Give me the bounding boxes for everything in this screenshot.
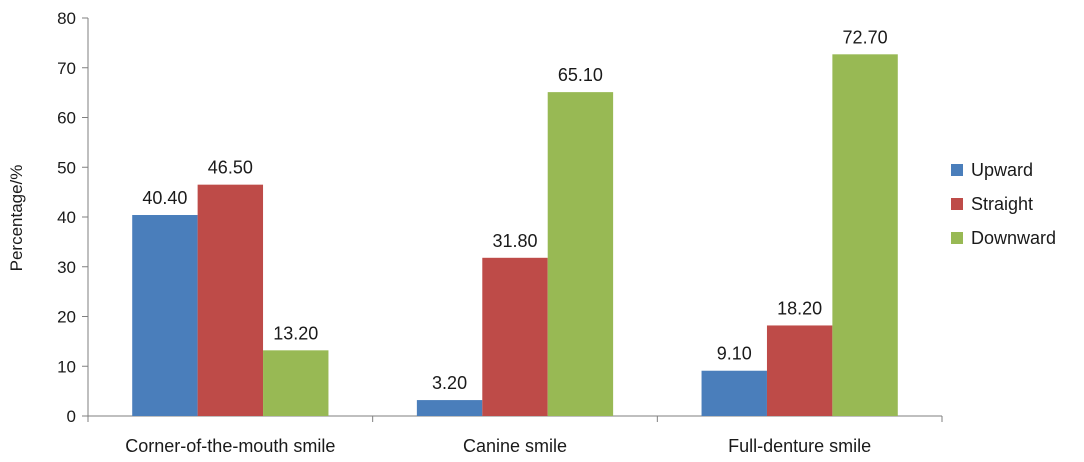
data-label: 40.40 [142,188,187,208]
bar-upward [701,370,767,416]
legend-label-straight: Straight [971,194,1033,214]
data-labels: 40.40 3.20 9.10 46.50 31.80 18.20 13.20 65.10 72… [142,27,887,393]
data-label: 46.50 [208,158,253,178]
bar-straight [197,184,264,416]
bar-upward [416,400,483,416]
data-label: 18.20 [777,298,822,318]
bar-upward [132,215,198,416]
y-axis-title: Percentage/% [7,165,26,272]
y-tick-label: 0 [67,407,76,426]
y-tick-label: 50 [57,158,76,177]
legend-label-upward: Upward [971,160,1033,180]
bar-straight [766,325,833,416]
y-tick-label: 70 [57,59,76,78]
x-category-label: Full-denture smile [728,436,871,456]
x-category-label: Canine smile [463,436,567,456]
data-label: 13.20 [273,323,318,343]
y-tick-label: 60 [57,109,76,128]
data-label: 3.20 [432,373,467,393]
y-tick-label: 30 [57,258,76,277]
bar-downward [832,54,898,416]
data-label: 31.80 [492,231,537,251]
bar-downward [263,350,329,416]
x-category-label: Corner-of-the-mouth smile [125,436,335,456]
legend-swatch-straight [951,198,963,210]
bars [132,54,898,416]
y-axis: 0 10 20 30 40 50 60 70 80 [57,9,89,426]
data-label: 9.10 [717,344,752,364]
data-label: 72.70 [843,27,888,47]
y-tick-label: 40 [57,208,76,227]
legend: Upward Straight Downward [951,160,1056,248]
legend-swatch-downward [951,232,963,244]
legend-label-downward: Downward [971,228,1056,248]
legend-swatch-upward [951,164,963,176]
y-tick-label: 10 [57,357,76,376]
y-tick-label: 20 [57,308,76,327]
bar-straight [482,257,548,416]
bar-downward [547,92,614,416]
data-label: 65.10 [558,65,603,85]
y-tick-label: 80 [57,9,76,28]
x-axis: Corner-of-the-mouth smile Canine smile Ful… [87,415,943,456]
